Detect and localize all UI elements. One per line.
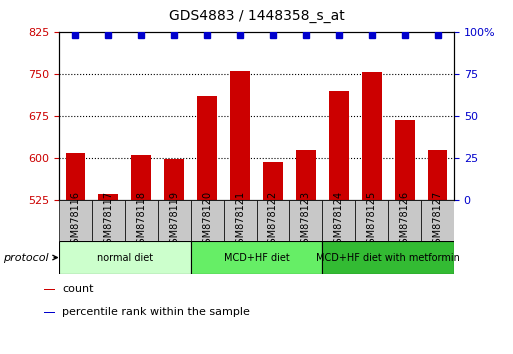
Bar — [362, 72, 382, 200]
Text: GSM878124: GSM878124 — [334, 191, 344, 250]
Bar — [296, 150, 315, 200]
Bar — [322, 200, 355, 241]
Text: percentile rank within the sample: percentile rank within the sample — [63, 307, 250, 318]
Bar — [224, 200, 256, 241]
Text: GSM878120: GSM878120 — [202, 191, 212, 250]
Bar — [289, 200, 322, 241]
Text: GDS4883 / 1448358_s_at: GDS4883 / 1448358_s_at — [169, 9, 344, 23]
Bar — [230, 71, 250, 200]
Bar — [263, 162, 283, 200]
Text: GSM878121: GSM878121 — [235, 191, 245, 250]
Text: GSM878122: GSM878122 — [268, 191, 278, 250]
Text: GSM878125: GSM878125 — [367, 191, 377, 250]
Bar — [191, 241, 322, 274]
Bar — [44, 289, 55, 290]
Bar — [355, 200, 388, 241]
Bar — [421, 200, 454, 241]
Bar — [428, 150, 447, 200]
Bar — [66, 154, 85, 200]
Bar — [131, 155, 151, 200]
Bar — [44, 312, 55, 313]
Text: count: count — [63, 284, 94, 295]
Text: GSM878119: GSM878119 — [169, 191, 179, 250]
Text: GSM878126: GSM878126 — [400, 191, 409, 250]
Text: GSM878118: GSM878118 — [136, 191, 146, 250]
Bar — [388, 200, 421, 241]
Bar — [256, 200, 289, 241]
Text: MCD+HF diet: MCD+HF diet — [224, 252, 289, 263]
Bar — [98, 194, 118, 200]
Bar — [164, 159, 184, 200]
Bar — [329, 91, 349, 200]
Text: GSM878117: GSM878117 — [104, 191, 113, 250]
Bar — [92, 200, 125, 241]
Text: GSM878116: GSM878116 — [70, 191, 81, 250]
Bar — [125, 200, 158, 241]
Text: MCD+HF diet with metformin: MCD+HF diet with metformin — [316, 252, 460, 263]
Bar — [394, 120, 415, 200]
Bar — [191, 200, 224, 241]
Bar — [158, 200, 191, 241]
Bar — [197, 96, 217, 200]
Text: protocol: protocol — [3, 252, 49, 263]
Bar — [322, 241, 454, 274]
Text: GSM878123: GSM878123 — [301, 191, 311, 250]
Bar — [59, 241, 191, 274]
Text: normal diet: normal diet — [97, 252, 153, 263]
Bar — [59, 200, 92, 241]
Text: GSM878127: GSM878127 — [432, 191, 443, 250]
